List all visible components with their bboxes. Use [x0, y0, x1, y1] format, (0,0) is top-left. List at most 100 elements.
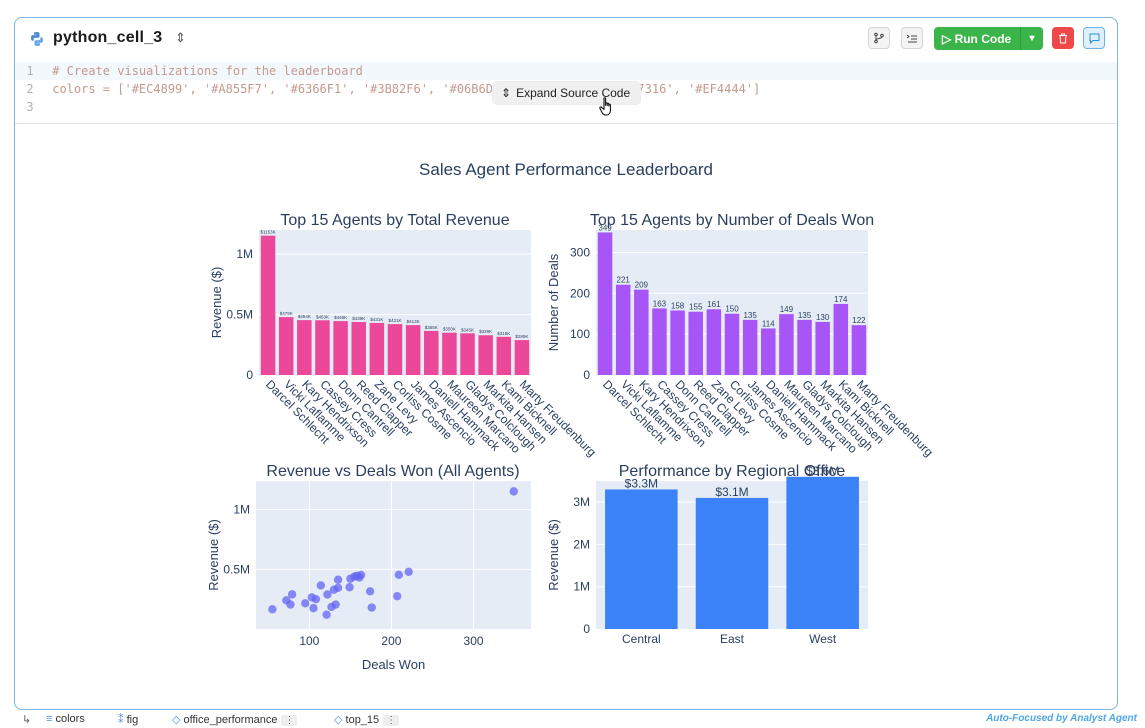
- bar-value-label: $316K: [497, 331, 510, 336]
- scatter-point: [333, 575, 343, 584]
- drag-handle-icon[interactable]: ⇕: [175, 30, 186, 45]
- bar-value-label: $3.3M: [625, 476, 658, 490]
- bar: [706, 309, 722, 375]
- y-tick-label: 0.5M: [223, 562, 250, 576]
- bar: [688, 311, 703, 375]
- python-cell: python_cell_3 ⇕ ▷ Run Code ▾ 1 # Create …: [14, 17, 1118, 710]
- bar: [387, 324, 403, 375]
- scatter-point: [331, 600, 340, 609]
- bar: [724, 313, 740, 375]
- bar: [460, 333, 475, 375]
- bar: [478, 335, 493, 375]
- scatter-point: [301, 599, 310, 608]
- bar-value-label: $413K: [407, 319, 420, 324]
- footer-var-office-performance[interactable]: ◇ office_performance ⋮: [172, 713, 298, 726]
- scatter-point: [355, 573, 364, 582]
- bar-value-label: $454K: [298, 314, 311, 319]
- bar: [260, 235, 276, 375]
- bar: [779, 314, 794, 375]
- cell-header: python_cell_3 ⇕ ▷ Run Code ▾: [15, 18, 1117, 60]
- x-tick-label: East: [720, 632, 745, 646]
- bar: [652, 308, 667, 375]
- y-tick-label: 0: [583, 622, 590, 636]
- expand-source-button[interactable]: ⇕ Expand Source Code: [493, 82, 641, 104]
- divider: [15, 123, 1117, 124]
- y-axis-label: Revenue ($): [206, 519, 221, 591]
- more-icon[interactable]: ⋮: [383, 715, 400, 726]
- more-icon[interactable]: ⋮: [281, 715, 298, 726]
- code-line[interactable]: 3: [15, 98, 1117, 116]
- bar: [833, 303, 849, 375]
- bar: [405, 325, 421, 375]
- outline-icon[interactable]: [901, 27, 923, 49]
- bar-value-label: 221: [617, 276, 631, 285]
- bar-value-label: $350K: [443, 327, 456, 332]
- list-icon: ≡: [46, 713, 56, 725]
- scatter-point: [394, 570, 404, 580]
- y-tick-label: 1M: [573, 580, 590, 594]
- plot-output: Sales Agent Performance Leaderboard Top …: [15, 124, 1117, 709]
- bar: [351, 321, 366, 375]
- scatter-point: [365, 587, 375, 596]
- bar: [797, 319, 812, 375]
- delete-cell-button[interactable]: [1052, 27, 1074, 49]
- bar: [333, 321, 348, 375]
- chart-title: Top 15 Agents by Number of Deals Won: [590, 212, 874, 229]
- footer-var-label: colors: [55, 713, 85, 725]
- bar-value-label: $479K: [280, 311, 293, 316]
- x-axis-label: Deals Won: [362, 657, 425, 672]
- footer-var-fig[interactable]: ⁑ fig: [118, 713, 138, 726]
- chart-title: Revenue vs Deals Won (All Agents): [266, 463, 519, 480]
- figure-title: Sales Agent Performance Leaderboard: [419, 160, 713, 179]
- comment-button[interactable]: [1083, 27, 1105, 49]
- bar: [851, 325, 867, 375]
- bar-value-label: $431K: [370, 317, 383, 322]
- scatter-point: [287, 590, 297, 599]
- y-axis-label: Revenue ($): [546, 519, 561, 591]
- y-tick-label: 200: [570, 286, 590, 300]
- scatter-point: [311, 594, 321, 604]
- chevron-down-icon[interactable]: ▾: [1020, 27, 1043, 50]
- scatter-point: [329, 585, 339, 594]
- line-number: 1: [26, 64, 34, 78]
- bar: [496, 336, 512, 375]
- footer-var-top-15[interactable]: ◇ top_15 ⋮: [334, 713, 400, 726]
- bar-value-label: $3.6M: [806, 464, 839, 478]
- bar: [761, 328, 776, 375]
- bar-value-label: 122: [852, 316, 866, 325]
- chart-title: Top 15 Agents by Total Revenue: [280, 212, 509, 229]
- bar: [742, 319, 758, 375]
- bar-value-label: $453K: [316, 314, 329, 319]
- x-tick-label: West: [809, 632, 837, 646]
- y-tick-label: 0: [246, 368, 253, 382]
- code-line[interactable]: 1 # Create visualizations for the leader…: [15, 62, 1117, 80]
- scatter-point: [316, 581, 326, 590]
- scatter-point: [367, 603, 376, 612]
- bar-value-label: 209: [635, 281, 649, 290]
- bar-value-label: $1153K: [260, 230, 275, 235]
- variables-footer: ↳ ≡ colors ⁑ fig ◇ office_performance ⋮ ◇…: [0, 710, 1145, 728]
- hand-cursor-icon: [599, 97, 611, 116]
- bar: [670, 310, 685, 375]
- bar: [597, 232, 613, 375]
- footer-var-label: top_15: [345, 714, 380, 726]
- bar-value-label: 150: [725, 305, 739, 314]
- cell-title[interactable]: python_cell_3: [53, 29, 163, 46]
- bar: [605, 489, 678, 629]
- bar: [815, 321, 830, 375]
- bar: [514, 340, 530, 375]
- expand-source-label: Expand Source Code: [516, 86, 631, 100]
- python-icon: [31, 32, 43, 46]
- bar: [369, 322, 385, 375]
- branch-icon[interactable]: [868, 27, 890, 49]
- bar: [297, 320, 312, 375]
- scatter-point: [322, 610, 331, 619]
- footer-var-label: fig: [126, 714, 139, 726]
- dataframe-icon: ◇: [334, 714, 346, 726]
- bar-value-label: 114: [762, 319, 775, 328]
- footer-var-colors[interactable]: ≡ colors: [46, 713, 85, 725]
- run-code-button[interactable]: ▷ Run Code ▾: [934, 27, 1043, 50]
- bar-value-label: 155: [689, 303, 703, 312]
- y-tick-label: 100: [570, 327, 590, 341]
- scatter-point: [309, 603, 318, 613]
